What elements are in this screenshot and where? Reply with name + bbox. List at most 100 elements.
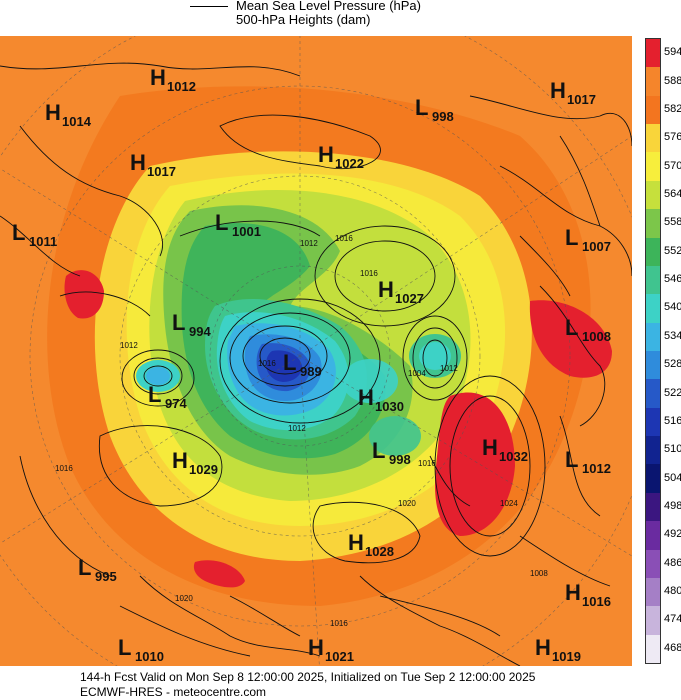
coastlines (0, 62, 632, 666)
pressure-center-value: 1007 (582, 239, 611, 254)
colorbar-swatch (646, 634, 660, 664)
low-pressure-center: L 1010 (118, 635, 164, 664)
pressure-center-letter: L (565, 225, 578, 250)
isobar-label: 1016 (330, 619, 348, 628)
colorbar-swatch (646, 237, 660, 267)
colorbar-swatch (646, 152, 660, 182)
colorbar-label: 486 (664, 556, 681, 569)
low-pressure-center: L 1012 (565, 447, 611, 476)
colorbar-label: 474 (664, 613, 681, 626)
pressure-center-letter: H (358, 385, 374, 410)
pressure-center-value: 1012 (582, 461, 611, 476)
colorbar-swatch (646, 379, 660, 409)
high-pressure-center: H 1014 (45, 100, 92, 129)
map-canvas (0, 36, 632, 666)
high-pressure-center: H 1021 (308, 635, 354, 664)
pressure-center-value: 1022 (335, 156, 364, 171)
pressure-center-value: 1028 (365, 544, 394, 559)
colorbar-swatch (646, 209, 660, 239)
isobar-label: 1016 (55, 464, 73, 473)
high-pressure-center: H 1027 (378, 277, 424, 306)
map-legend: Mean Sea Level Pressure (hPa) 500-hPa He… (190, 0, 490, 36)
isobars (19, 135, 611, 657)
pressure-center-value: 1012 (167, 79, 196, 94)
colorbar-label: 540 (664, 301, 681, 314)
colorbar-label: 492 (664, 528, 681, 541)
colorbar-label: 582 (664, 102, 681, 115)
colorbar-swatch (646, 294, 660, 324)
colorbar-swatch (646, 95, 660, 125)
pressure-center-letter: H (130, 150, 146, 175)
colorbar-label: 504 (664, 471, 681, 484)
colorbar-swatch (646, 606, 660, 636)
colorbar-swatch (646, 492, 660, 522)
colorbar-label: 516 (664, 414, 681, 427)
pressure-center-value: 1030 (375, 399, 404, 414)
pressure-center-value: 994 (189, 324, 211, 339)
low-pressure-center: L 1007 (565, 225, 611, 254)
high-pressure-center: H 1022 (318, 142, 364, 171)
isobar-label: 1012 (440, 364, 458, 373)
pressure-center-letter: H (150, 65, 166, 90)
colorbar-label: 588 (664, 74, 681, 87)
isobar-label: 1012 (288, 424, 306, 433)
high-pressure-center: H 1028 (348, 530, 394, 559)
pressure-center-value: 1027 (395, 291, 424, 306)
forecast-valid-caption: 144-h Fcst Valid on Mon Sep 8 12:00:00 2… (80, 670, 536, 684)
high-pressure-center: H 1032 (482, 435, 528, 464)
colorbar-label: 558 (664, 216, 681, 229)
isobar-label: 1012 (300, 239, 318, 248)
colorbar-label: 546 (664, 273, 681, 286)
pressure-center-letter: H (565, 580, 581, 605)
pressure-center-letter: L (12, 220, 25, 245)
colorbar-swatch (646, 521, 660, 551)
pressure-center-letter: H (378, 277, 394, 302)
ridge-red-south (193, 560, 245, 588)
pressure-center-value: 1001 (232, 224, 261, 239)
pressure-center-letter: H (172, 448, 188, 473)
pressure-center-value: 1014 (62, 114, 92, 129)
model-source-caption: ECMWF-HRES - meteocentre.com (80, 685, 267, 699)
pressure-center-letter: L (372, 438, 385, 463)
trough-east-inner (369, 416, 421, 456)
colorbar-label: 480 (664, 585, 681, 598)
low-pressure-center: L 998 (415, 95, 454, 124)
low-pressure-center: L 1008 (565, 315, 611, 344)
colorbar (645, 38, 661, 664)
isobar-label: 1016 (360, 269, 378, 278)
colorbar-swatch (646, 549, 660, 579)
colorbar-swatch (646, 464, 660, 494)
pressure-center-value: 998 (432, 109, 454, 124)
colorbar-swatch (646, 39, 660, 68)
pressure-center-letter: L (78, 555, 91, 580)
low-pressure-center: L 1001 (215, 210, 261, 239)
colorbar-label: 552 (664, 244, 681, 257)
pressure-center-value: 1019 (552, 649, 581, 664)
pressure-center-letter: H (318, 142, 334, 167)
isobar-label: 1020 (175, 594, 193, 603)
colorbar-label: 570 (664, 159, 681, 172)
colorbar-swatch (646, 67, 660, 97)
pressure-center-value: 1016 (582, 594, 611, 609)
legend-line-sample (190, 6, 228, 7)
low-pressure-center: L 989 (283, 350, 322, 379)
colorbar-label: 594 (664, 46, 681, 59)
legend-pressure-label: Mean Sea Level Pressure (hPa) (236, 0, 421, 13)
pressure-center-letter: L (215, 210, 228, 235)
high-pressure-center: H 1017 (550, 78, 596, 107)
isobar-label: 1016 (335, 234, 353, 243)
pressure-center-value: 995 (95, 569, 117, 584)
colorbar-swatch (646, 180, 660, 210)
ridge-red-asia (529, 300, 612, 378)
pressure-center-value: 1032 (499, 449, 528, 464)
pressure-center-value: 989 (300, 364, 322, 379)
pressure-center-value: 974 (165, 396, 187, 411)
colorbar-swatch (646, 407, 660, 437)
pressure-center-letter: L (118, 635, 131, 660)
pressure-center-letter: L (148, 382, 161, 407)
pressure-center-letter: H (550, 78, 566, 103)
colorbar-label: 510 (664, 443, 681, 456)
pressure-center-value: 998 (389, 452, 411, 467)
isobar-label: 1008 (530, 569, 548, 578)
